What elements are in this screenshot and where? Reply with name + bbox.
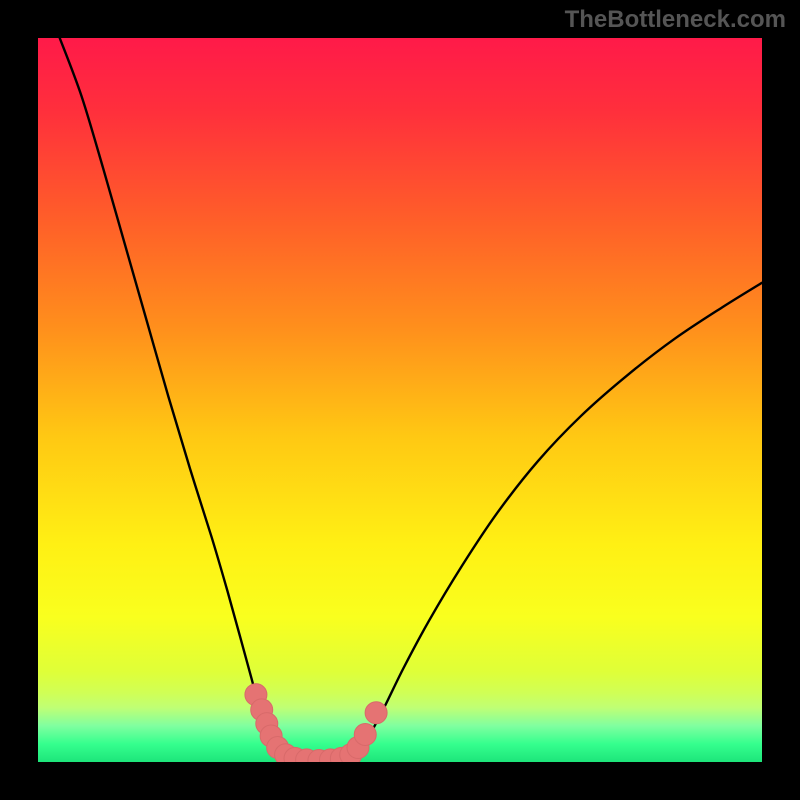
marker-dot	[365, 702, 387, 724]
marker-dot	[354, 723, 376, 745]
bottleneck-curve	[60, 38, 762, 761]
chart-svg	[0, 0, 800, 800]
watermark-text: TheBottleneck.com	[565, 6, 786, 34]
valley-markers	[245, 684, 387, 772]
chart-container: TheBottleneck.com	[0, 0, 800, 800]
